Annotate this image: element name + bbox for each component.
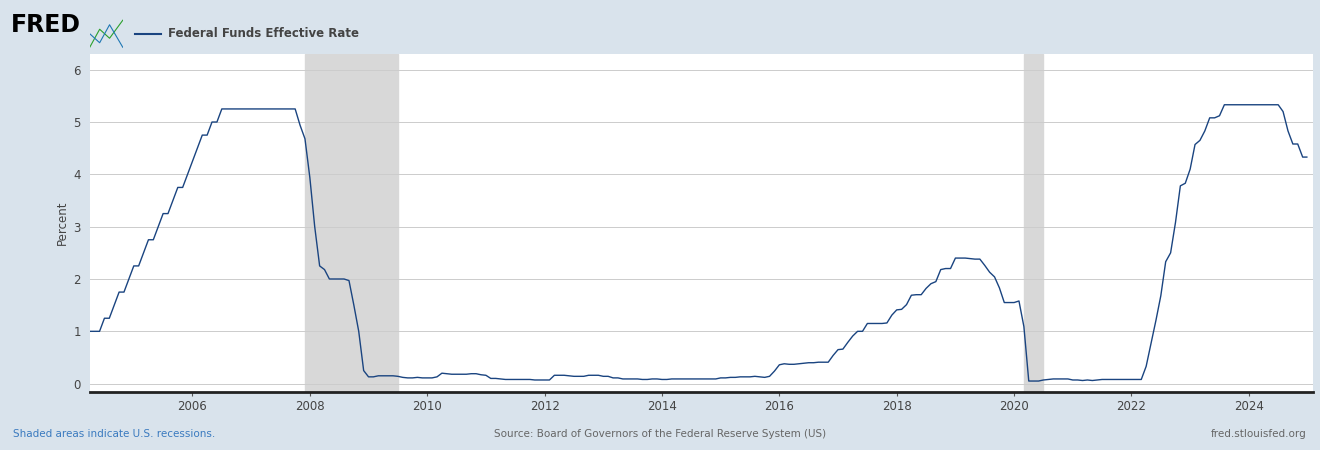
Text: Shaded areas indicate U.S. recessions.: Shaded areas indicate U.S. recessions.: [13, 429, 215, 439]
Text: FRED: FRED: [11, 14, 81, 37]
Text: Source: Board of Governors of the Federal Reserve System (US): Source: Board of Governors of the Federa…: [494, 429, 826, 439]
Text: Federal Funds Effective Rate: Federal Funds Effective Rate: [168, 27, 359, 40]
Y-axis label: Percent: Percent: [55, 201, 69, 245]
Bar: [1024, 54, 1043, 392]
Text: fred.stlouisfed.org: fred.stlouisfed.org: [1210, 429, 1307, 439]
Bar: [305, 54, 397, 392]
